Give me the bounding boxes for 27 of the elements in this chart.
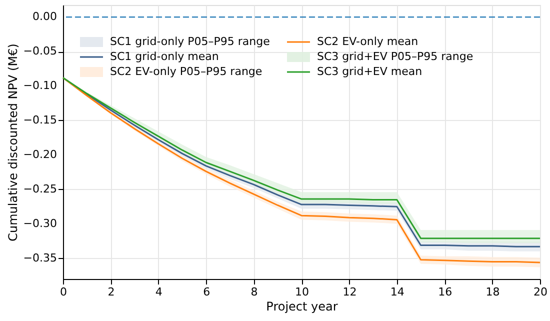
annotation: SC2 EV-only P05–P95 range	[110, 65, 262, 78]
y-tick-label: −0.05	[23, 44, 57, 58]
x-tick-label: 2	[108, 286, 115, 298]
x-tick-label: 8	[250, 286, 258, 298]
x-tick-label: 4	[155, 286, 162, 298]
x-tick-label: 16	[438, 286, 452, 298]
x-tick-label: 6	[203, 286, 210, 298]
y-tick-label: −0.30	[23, 216, 57, 230]
y-tick-label: −0.25	[23, 182, 57, 196]
y-tick-label: −0.10	[23, 78, 57, 92]
y-tick-label: −0.35	[23, 251, 57, 264]
annotation: SC1 grid-only P05–P95 range	[110, 35, 270, 48]
legend-label: SC3 grid+EV mean	[317, 65, 422, 78]
x-tick-label: 20	[534, 286, 548, 298]
y-axis-title: Cumulative discounted NPV (M€)	[6, 44, 20, 242]
x-tick-label: 10	[295, 286, 309, 298]
x-tick-label: 0	[60, 286, 67, 298]
x-tick-label: 18	[486, 286, 500, 298]
annotation: SC3 grid+EV P05–P95 range	[317, 50, 474, 63]
x-tick-label: 12	[342, 286, 357, 298]
x-tick-label: 14	[390, 286, 404, 298]
y-tick-label: −0.20	[23, 148, 57, 161]
x-axis-title: Project year	[266, 300, 338, 314]
y-tick-label: 0.00	[32, 10, 57, 24]
y-tick-label: −0.15	[23, 113, 57, 126]
legend-label: SC2 EV-only mean	[317, 35, 418, 48]
legend-label: SC1 grid-only mean	[110, 50, 219, 63]
